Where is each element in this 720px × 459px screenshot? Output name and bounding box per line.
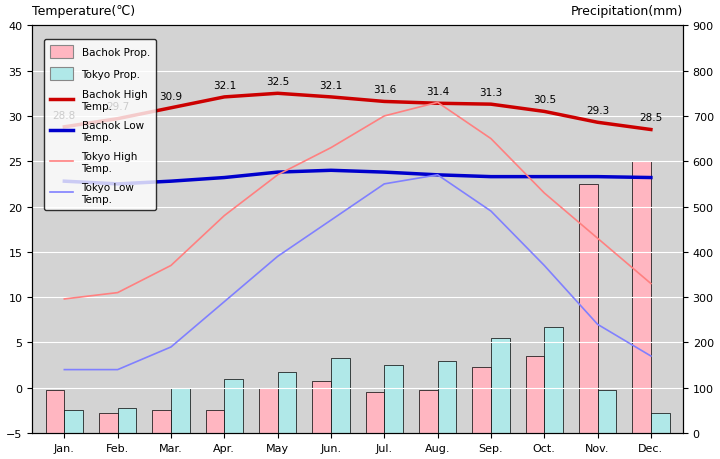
- Bar: [598, 390, 616, 433]
- Bar: [312, 381, 331, 433]
- Bar: [579, 185, 598, 433]
- Bar: [259, 388, 278, 433]
- Text: 30.9: 30.9: [159, 91, 183, 101]
- Text: 31.4: 31.4: [426, 87, 449, 97]
- Bar: [472, 368, 491, 433]
- Bar: [171, 388, 189, 433]
- Bar: [99, 413, 117, 433]
- Bar: [419, 390, 438, 433]
- Text: 30.5: 30.5: [533, 95, 556, 105]
- Legend: Bachok Prop., Tokyo Prop., Bachok High
Temp., Bachok Low
Temp., Tokyo High
Temp.: Bachok Prop., Tokyo Prop., Bachok High T…: [44, 39, 156, 210]
- Bar: [331, 358, 350, 433]
- Bar: [117, 408, 136, 433]
- Bar: [225, 379, 243, 433]
- Bar: [651, 413, 670, 433]
- Text: 32.1: 32.1: [320, 80, 343, 90]
- Bar: [366, 392, 384, 433]
- Text: 32.5: 32.5: [266, 77, 289, 87]
- Text: 28.8: 28.8: [53, 110, 76, 120]
- Bar: [206, 410, 225, 433]
- Text: 32.1: 32.1: [212, 80, 236, 90]
- Bar: [526, 356, 544, 433]
- Text: 29.7: 29.7: [106, 102, 130, 112]
- Text: 29.3: 29.3: [586, 106, 609, 116]
- Text: Temperature(℃): Temperature(℃): [32, 5, 135, 18]
- Bar: [45, 390, 64, 433]
- Bar: [64, 410, 83, 433]
- Bar: [153, 410, 171, 433]
- Bar: [278, 372, 297, 433]
- Bar: [632, 162, 651, 433]
- Bar: [384, 365, 403, 433]
- Text: 28.5: 28.5: [639, 113, 662, 123]
- Bar: [544, 327, 563, 433]
- Text: Precipitation(mm): Precipitation(mm): [571, 5, 683, 18]
- Bar: [438, 361, 456, 433]
- Bar: [491, 338, 510, 433]
- Text: 31.3: 31.3: [480, 88, 503, 98]
- Text: 31.6: 31.6: [373, 85, 396, 95]
